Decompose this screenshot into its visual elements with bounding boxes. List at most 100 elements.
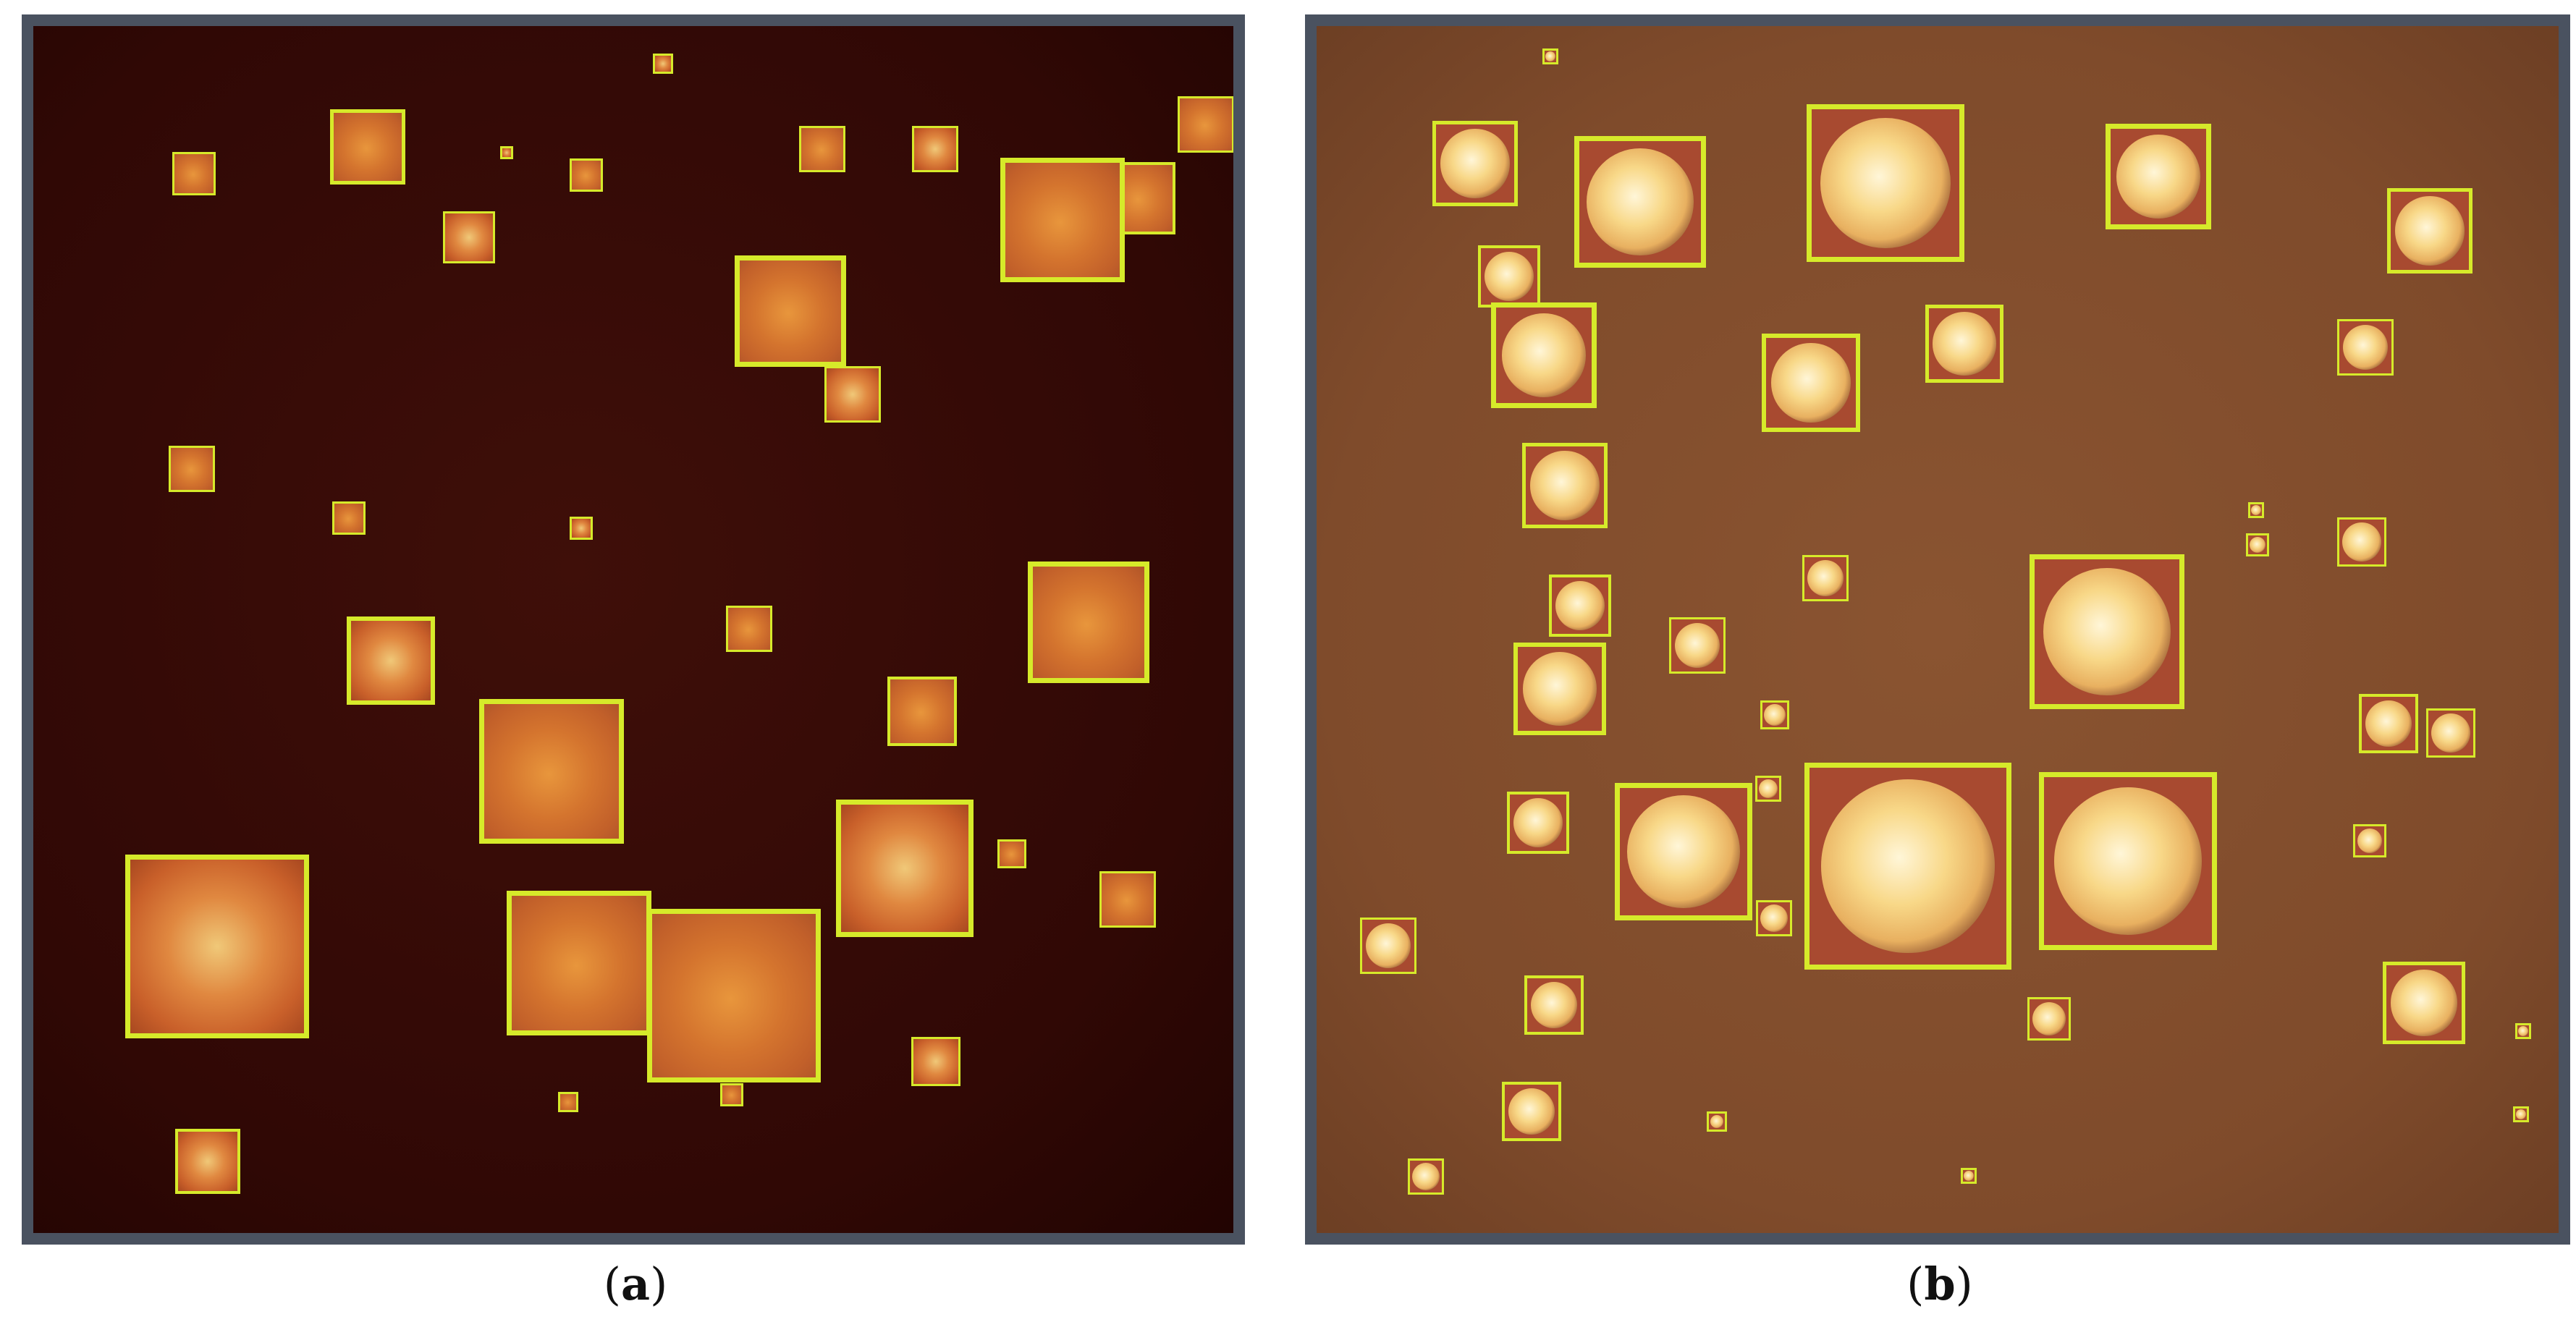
panel-b-region-bounding-box: [2039, 772, 2217, 950]
panel-b-region-spot: [1587, 148, 1694, 255]
panel-b-region-bounding-box: [2246, 533, 2269, 556]
panel-b-region-bounding-box: [2337, 319, 2394, 376]
panel-b-region-bounding-box: [1707, 1111, 1727, 1132]
panel-a-region-bounding-box: [507, 891, 651, 1035]
panel-a-region-bounding-box: [346, 616, 436, 706]
panel-b-region-spot: [1411, 1162, 1440, 1191]
panel-b-region-spot: [2249, 536, 2266, 554]
panel-b-region-spot: [2032, 1001, 2066, 1036]
panel-b-region-bounding-box: [1760, 700, 1790, 730]
panel-b-region-spot: [1513, 797, 1563, 848]
panel-a-region-bounding-box: [570, 517, 593, 540]
panel-b-region-bounding-box: [2247, 501, 2265, 519]
panel-b-region-bounding-box: [1925, 304, 2004, 384]
panel-a-region-bounding-box: [172, 152, 216, 195]
panel-b-region-spot: [1933, 312, 1996, 376]
panel-b-region-bounding-box: [2383, 962, 2465, 1044]
panel-b-region-bounding-box: [1756, 900, 1792, 936]
panel-a-region-bounding-box: [646, 908, 822, 1083]
panel-b-region-bounding-box: [1477, 245, 1541, 308]
panel-b-region-spot: [2341, 522, 2382, 562]
panel-b-region-spot: [1530, 981, 1578, 1029]
panel-a-region-bounding-box: [329, 109, 406, 185]
panel-b-region-bounding-box: [1754, 775, 1782, 802]
panel-b-region-bounding-box: [1491, 302, 1597, 408]
panel-b-region-bounding-box: [2027, 997, 2071, 1041]
panel-b-region-bounding-box: [2514, 1022, 2532, 1040]
panel-a-canvas: [33, 26, 1233, 1233]
panel-b-region-bounding-box: [1761, 333, 1861, 433]
panel-a-region-bounding-box: [442, 211, 496, 264]
panel-b-region-spot: [1530, 451, 1600, 520]
panel-b-region-spot: [1545, 51, 1556, 62]
panel-b-region-spot: [1763, 703, 1786, 726]
panel-b-region-spot: [1365, 923, 1411, 969]
panel-a-region-bounding-box: [1028, 562, 1149, 683]
panel-b-region-bounding-box: [1521, 442, 1608, 528]
panel-a-region-bounding-box: [824, 366, 881, 423]
panel-a-region-bounding-box: [726, 606, 772, 652]
panel-a-region-bounding-box: [720, 1083, 743, 1106]
panel-b-region-bounding-box: [1802, 555, 1849, 601]
panel-b-region-bounding-box: [1542, 48, 1559, 65]
panel-b-region-bounding-box: [1804, 762, 2011, 970]
panel-b-region-bounding-box: [2106, 124, 2211, 229]
panel-b-region-bounding-box: [1807, 104, 1964, 262]
panel-b-region-spot: [1674, 622, 1720, 669]
panel-a-image: [22, 14, 1245, 1245]
panel-b-region-spot: [1502, 313, 1586, 397]
panel-a-region-bounding-box: [499, 145, 514, 160]
panel-a-region-bounding-box: [479, 699, 624, 844]
panel-b-region-spot: [2054, 787, 2202, 935]
panel-b-region-spot: [2043, 568, 2171, 695]
panel-a-region-bounding-box: [799, 126, 845, 172]
panel-b-region-spot: [1440, 129, 1510, 198]
panel-b-region-spot: [2395, 196, 2465, 266]
panel-b-region-spot: [1807, 559, 1844, 597]
panel-a-region-bounding-box: [887, 677, 957, 746]
panel-b-region-spot: [1484, 251, 1534, 302]
panel-b-region-spot: [2517, 1025, 2529, 1037]
panel-b-region-bounding-box: [1506, 791, 1570, 855]
panel-a-region-bounding-box: [558, 1092, 578, 1112]
panel-a-region-bounding-box: [174, 1128, 241, 1195]
panel-b-region-bounding-box: [2425, 708, 2476, 758]
panel-a-region-bounding-box: [1099, 871, 1156, 928]
panel-b-region-spot: [2515, 1109, 2527, 1120]
panel-b-image: [1305, 14, 2570, 1245]
panel-b-region-bounding-box: [1432, 120, 1518, 206]
panel-b-region-spot: [1758, 779, 1778, 799]
panel-b-region-bounding-box: [1524, 975, 1584, 1035]
panel-a-region-bounding-box: [912, 126, 958, 172]
panel-a-caption: (a): [603, 1258, 668, 1310]
panel-b-region-bounding-box: [2336, 517, 2387, 567]
panel-b-region-spot: [1760, 904, 1789, 933]
panel-b-region-spot: [1627, 795, 1740, 908]
panel-b-region-bounding-box: [1502, 1082, 1561, 1141]
panel-a-region-bounding-box: [570, 158, 603, 192]
panel-a-region-bounding-box: [124, 854, 310, 1039]
panel-b-region-spot: [1821, 779, 1995, 953]
panel-b-region-bounding-box: [1513, 643, 1606, 735]
panel-b-region-spot: [1508, 1088, 1555, 1135]
panel-a-region-bounding-box: [169, 446, 215, 492]
panel-b-region-spot: [2365, 700, 2412, 747]
panel-b-region-spot: [2391, 970, 2457, 1036]
panel-a-region-bounding-box: [1000, 157, 1126, 283]
panel-b-region-spot: [1555, 580, 1605, 631]
panel-a-region-bounding-box: [1178, 96, 1233, 153]
panel-b-region-bounding-box: [1408, 1158, 1444, 1195]
panel-a-region-bounding-box: [835, 799, 974, 938]
panel-b-canvas: [1317, 26, 2559, 1233]
panel-b-region-bounding-box: [1574, 136, 1706, 268]
panel-a-region-bounding-box: [997, 839, 1027, 869]
panel-b-region-bounding-box: [2359, 694, 2418, 753]
panel-b-region-spot: [1963, 1170, 1975, 1182]
panel-b-region-bounding-box: [1960, 1167, 1977, 1185]
panel-a-region-bounding-box: [332, 501, 366, 535]
panel-b-region-spot: [2342, 324, 2389, 370]
panel-b-region-bounding-box: [2386, 187, 2472, 274]
panel-b-region-bounding-box: [1548, 574, 1612, 637]
panel-a-region-bounding-box: [734, 255, 847, 368]
panel-a-region-bounding-box: [911, 1036, 961, 1087]
